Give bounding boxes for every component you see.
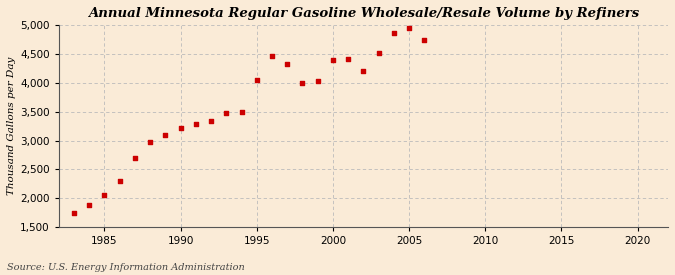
Point bbox=[358, 69, 369, 74]
Point bbox=[69, 210, 80, 215]
Point bbox=[99, 193, 110, 197]
Point bbox=[160, 133, 171, 138]
Point bbox=[144, 140, 155, 144]
Point bbox=[251, 78, 262, 82]
Point bbox=[343, 56, 354, 61]
Point bbox=[236, 109, 247, 114]
Point bbox=[114, 179, 125, 183]
Point bbox=[206, 119, 217, 123]
Point bbox=[419, 38, 430, 42]
Point bbox=[313, 78, 323, 83]
Point bbox=[176, 126, 186, 130]
Point bbox=[297, 81, 308, 85]
Point bbox=[373, 51, 384, 55]
Point bbox=[190, 122, 201, 126]
Point bbox=[327, 58, 338, 63]
Point bbox=[282, 62, 293, 66]
Point bbox=[389, 31, 400, 35]
Point bbox=[221, 111, 232, 115]
Point bbox=[84, 203, 95, 207]
Text: Source: U.S. Energy Information Administration: Source: U.S. Energy Information Administ… bbox=[7, 263, 244, 272]
Title: Annual Minnesota Regular Gasoline Wholesale/Resale Volume by Refiners: Annual Minnesota Regular Gasoline Wholes… bbox=[88, 7, 639, 20]
Point bbox=[267, 54, 277, 58]
Point bbox=[130, 156, 140, 160]
Point bbox=[404, 25, 414, 30]
Y-axis label: Thousand Gallons per Day: Thousand Gallons per Day bbox=[7, 57, 16, 195]
